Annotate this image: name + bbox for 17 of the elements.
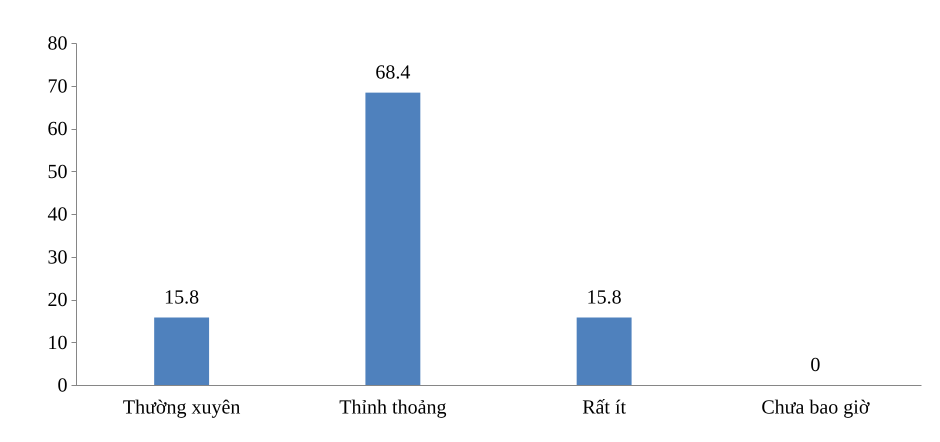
y-tick-label: 0 — [58, 374, 68, 396]
x-tick-label: Thường xuyên — [122, 396, 240, 418]
y-tick-label: 70 — [48, 75, 68, 98]
y-tick-label: 40 — [48, 204, 68, 226]
data-label: 68.4 — [375, 62, 410, 84]
x-tick-label: Chưa bao giờ — [761, 396, 870, 418]
data-label: 15.8 — [164, 286, 200, 308]
y-tick-label: 80 — [48, 32, 68, 54]
y-tick-label: 30 — [48, 246, 68, 268]
y-tick-label: 10 — [48, 332, 68, 354]
y-tick-label: 50 — [48, 160, 68, 183]
y-tick-label: 60 — [48, 118, 68, 140]
data-label: 0 — [810, 354, 820, 376]
x-tick-label: Thỉnh thoảng — [339, 396, 446, 418]
y-tick-label: 20 — [48, 289, 68, 311]
data-label: 15.8 — [586, 286, 622, 308]
x-tick-label: Rất ít — [582, 396, 627, 418]
